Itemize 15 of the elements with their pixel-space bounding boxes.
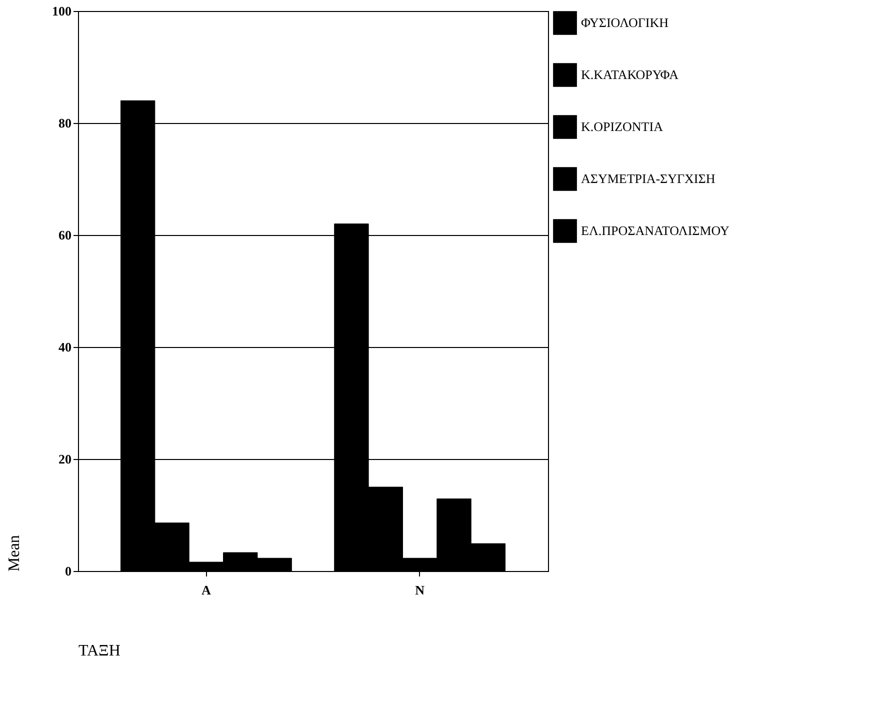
legend-label: ΦΥΣΙΟΛΟΓΙΚΗ <box>581 15 668 30</box>
x-tick-label: N <box>415 582 426 598</box>
legend-label: ΕΛ.ΠΡΟΣΑΝΑΤΟΛΙΣΜΟΥ <box>581 223 730 238</box>
y-tick-label: 20 <box>58 452 72 466</box>
y-tick-label: 100 <box>52 4 72 18</box>
legend-label: ΑΣΥΜΕΤΡΙΑ-ΣΥΓΧΙΣΗ <box>581 171 716 186</box>
legend-label: Κ.ΟΡΙΖΟΝΤΙΑ <box>581 119 664 134</box>
y-axis-title: Mean <box>6 535 23 572</box>
y-tick-label: 40 <box>58 340 72 354</box>
legend-label: Κ.ΚΑΤΑΚΟΡΥΦΑ <box>581 67 680 82</box>
x-tick-label: A <box>201 582 212 598</box>
y-tick-label: 80 <box>58 116 72 130</box>
y-tick-label: 0 <box>65 564 72 578</box>
y-tick-label: 60 <box>58 228 72 242</box>
x-axis-title: ΤΑΞΗ <box>78 642 121 660</box>
